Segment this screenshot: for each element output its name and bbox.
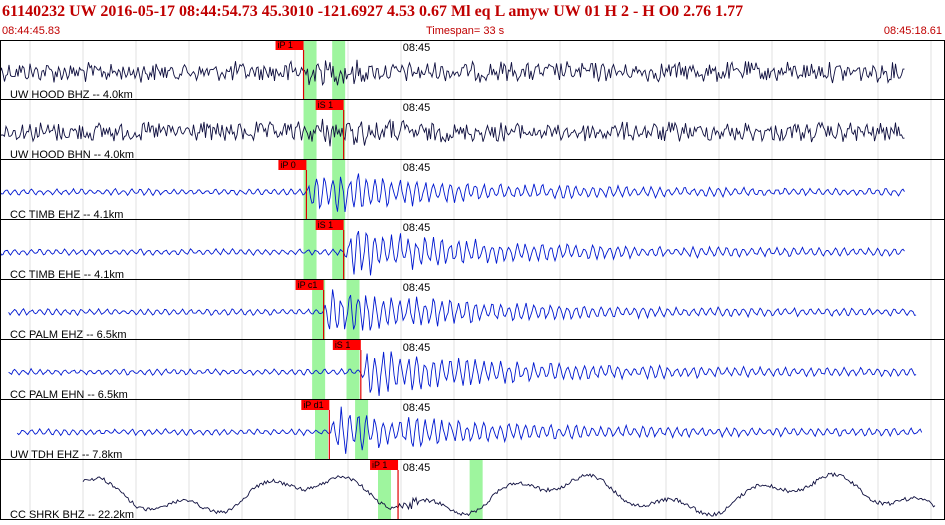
- minute-label: 08:45: [403, 402, 431, 414]
- seismogram-panels: iP 1 08:45 UW HOOD BHZ -- 4.0km iS 1 08:45 UW…: [0, 40, 945, 521]
- station-label: UW TDH EHZ -- 7.8km: [10, 449, 122, 461]
- pick-shade: [315, 400, 328, 460]
- pick-label-box[interactable]: [332, 340, 361, 350]
- pick-label[interactable]: iS 1: [318, 100, 334, 110]
- minute-label: 08:45: [403, 42, 431, 54]
- pick-label[interactable]: iP c1: [298, 280, 318, 290]
- pick-shade: [346, 280, 360, 340]
- station-label: CC PALM EHN -- 6.5km: [10, 389, 128, 401]
- waveform: [16, 406, 923, 454]
- pick-shade: [378, 460, 391, 520]
- pick-label[interactable]: iS 1: [318, 220, 334, 230]
- timespan-label: Timespan= 33 s: [426, 25, 505, 37]
- waveform: [8, 351, 917, 396]
- pick-label[interactable]: iS 1: [335, 340, 351, 350]
- minute-label: 08:45: [403, 222, 431, 234]
- pick-shade: [312, 340, 326, 400]
- waveform: [82, 472, 936, 517]
- waveform: [0, 118, 905, 147]
- pick-shade: [332, 40, 346, 100]
- pick-label[interactable]: iP d1: [303, 400, 323, 410]
- station-label: UW HOOD BHN -- 4.0km: [10, 149, 134, 161]
- station-label: CC TIMB EHZ -- 4.1km: [10, 209, 123, 221]
- station-label: CC SHRK BHZ -- 22.2km: [10, 509, 134, 520]
- pick-shade: [312, 280, 326, 340]
- event-summary-line: 61140232 UW 2016-05-17 08:44:54.73 45.30…: [2, 3, 744, 20]
- end-time-label: 08:45:18.61: [883, 25, 942, 37]
- pick-label[interactable]: iP 1: [278, 40, 293, 50]
- station-label: UW HOOD BHZ -- 4.0km: [10, 89, 133, 101]
- pick-label[interactable]: iP 0: [280, 160, 295, 170]
- pick-shade: [332, 160, 346, 220]
- pick-shade: [469, 460, 483, 520]
- pick-shade: [332, 220, 346, 280]
- station-label: CC PALM EHZ -- 6.5km: [10, 329, 127, 341]
- pick-shade: [355, 400, 369, 460]
- pick-label-box[interactable]: [315, 220, 344, 230]
- waveform: [8, 289, 917, 331]
- pick-label-box[interactable]: [301, 400, 330, 410]
- pick-shade: [303, 40, 317, 100]
- pick-shade: [303, 220, 317, 280]
- minute-label: 08:45: [403, 342, 431, 354]
- minute-label: 08:45: [403, 102, 431, 114]
- pick-label-box[interactable]: [275, 40, 304, 50]
- waveform: [0, 173, 905, 213]
- minute-label: 08:45: [403, 162, 431, 174]
- pick-label-box[interactable]: [278, 160, 307, 170]
- waveform: [0, 59, 905, 87]
- minute-label: 08:45: [403, 462, 431, 474]
- seismogram-canvas: iP 1 08:45 UW HOOD BHZ -- 4.0km iS 1 08:45 UW…: [0, 40, 945, 521]
- pick-shade: [303, 100, 317, 160]
- pick-label-box[interactable]: [295, 280, 324, 290]
- event-header: 61140232 UW 2016-05-17 08:44:54.73 45.30…: [0, 0, 945, 40]
- pick-shade: [346, 340, 360, 400]
- minute-label: 08:45: [403, 282, 431, 294]
- waveform: [0, 230, 905, 276]
- pick-label-box[interactable]: [315, 100, 344, 110]
- pick-label[interactable]: iP 1: [372, 460, 387, 470]
- pick-label-box[interactable]: [370, 460, 399, 470]
- start-time-label: 08:44:45.83: [2, 25, 61, 37]
- station-label: CC TIMB EHE -- 4.1km: [10, 269, 124, 281]
